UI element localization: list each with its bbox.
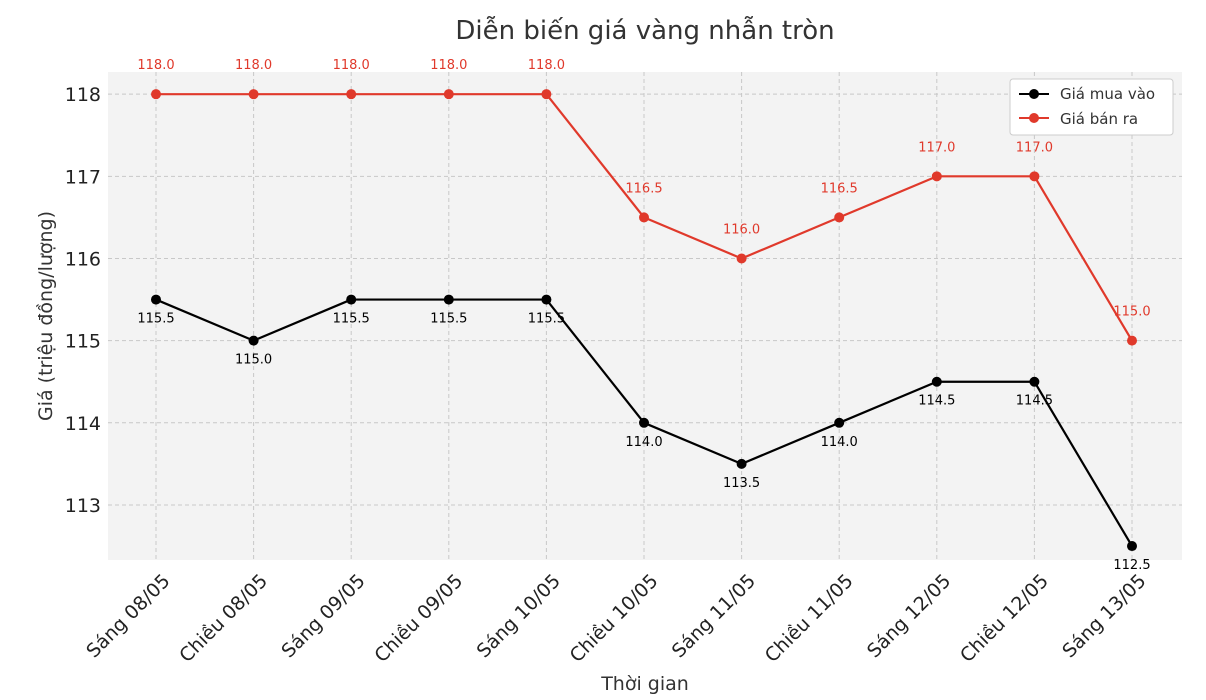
x-tick-label: Chiều 08/05 <box>175 570 272 667</box>
grid <box>108 72 1182 560</box>
data-label-1: 116.5 <box>625 181 662 196</box>
data-point-1 <box>834 212 845 223</box>
data-point-0 <box>1127 541 1137 552</box>
data-label-1: 118.0 <box>137 58 174 73</box>
x-axis-label: Thời gian <box>600 673 689 695</box>
legend: Giá mua vào Giá bán ra <box>1009 78 1174 136</box>
data-label-0: 115.5 <box>137 312 174 327</box>
data-point-0 <box>346 294 357 305</box>
data-label-1: 116.5 <box>821 181 858 196</box>
y-tick-label: 117 <box>65 166 101 188</box>
x-tick-label: Chiều 09/05 <box>370 570 467 667</box>
y-tick-label: 114 <box>65 413 101 435</box>
data-point-0 <box>1029 376 1040 387</box>
data-label-1: 116.0 <box>723 222 760 237</box>
data-point-0 <box>443 294 454 305</box>
data-label-1: 117.0 <box>1016 140 1053 155</box>
x-tick-label: Sáng 09/05 <box>277 570 369 662</box>
series <box>151 89 1137 552</box>
y-tick-label: 113 <box>65 495 101 517</box>
data-label-1: 118.0 <box>333 58 370 73</box>
data-point-0 <box>639 417 649 428</box>
y-tick-label: 118 <box>65 84 101 106</box>
data-point-1 <box>248 89 259 100</box>
data-point-0 <box>541 294 552 305</box>
data-point-0 <box>248 335 259 346</box>
x-tick-label: Chiều 10/05 <box>566 570 663 667</box>
legend-marker-buy <box>1029 89 1039 99</box>
data-point-0 <box>151 294 161 305</box>
data-point-1 <box>443 89 454 100</box>
data-label-0: 115.5 <box>333 312 370 327</box>
data-point-1 <box>639 212 649 223</box>
data-point-1 <box>346 89 357 100</box>
data-point-0 <box>736 458 747 469</box>
data-labels: 115.5 115.0 115.5 115.5 115.5 114.0 113.5 114.0… <box>137 58 1150 573</box>
legend-marker-sell <box>1029 113 1039 123</box>
data-point-1 <box>931 171 942 182</box>
x-tick-label: Sáng 13/05 <box>1058 570 1150 662</box>
data-point-1 <box>736 253 747 264</box>
data-label-1: 118.0 <box>235 58 272 73</box>
data-label-1: 115.0 <box>1113 305 1150 320</box>
chart-title: Diễn biến giá vàng nhẫn tròn <box>455 15 834 46</box>
legend-box <box>1009 78 1174 136</box>
data-label-1: 118.0 <box>528 58 565 73</box>
data-point-1 <box>541 89 552 100</box>
data-label-1: 117.0 <box>918 140 955 155</box>
y-tick-label: 116 <box>65 248 101 270</box>
data-label-1: 118.0 <box>430 58 467 73</box>
x-tick-label: Sáng 08/05 <box>82 570 174 662</box>
data-label-0: 115.0 <box>235 353 272 368</box>
x-tick-label: Sáng 11/05 <box>668 570 760 662</box>
data-label-0: 114.0 <box>625 435 662 450</box>
data-point-1 <box>1029 171 1040 182</box>
data-label-0: 113.5 <box>723 476 760 491</box>
plot-background <box>108 72 1182 560</box>
x-tick-label: Chiều 11/05 <box>761 570 858 667</box>
data-label-0: 114.5 <box>918 394 955 409</box>
data-point-1 <box>151 89 161 100</box>
x-tick-label: Chiều 12/05 <box>956 570 1053 667</box>
data-point-1 <box>1127 335 1137 346</box>
data-label-0: 115.5 <box>528 312 565 327</box>
legend-label-sell: Giá bán ra <box>1060 110 1138 128</box>
y-axis-label: Giá (triệu đồng/lượng) <box>35 211 57 421</box>
legend-label-buy: Giá mua vào <box>1060 85 1155 103</box>
data-label-0: 115.5 <box>430 312 467 327</box>
x-tick-label: Sáng 10/05 <box>473 570 565 662</box>
data-point-0 <box>931 376 942 387</box>
y-tick-label: 115 <box>65 331 101 353</box>
data-label-0: 114.5 <box>1016 394 1053 409</box>
data-label-0: 114.0 <box>821 435 858 450</box>
data-point-0 <box>834 417 845 428</box>
data-label-0: 112.5 <box>1113 558 1150 573</box>
x-tick-label: Sáng 12/05 <box>863 570 955 662</box>
